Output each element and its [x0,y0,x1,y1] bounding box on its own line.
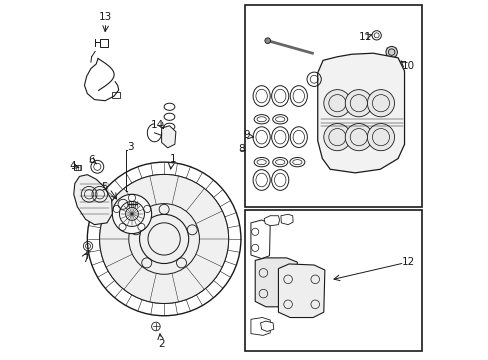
Circle shape [345,90,372,117]
Text: 4: 4 [70,161,76,171]
Text: 8: 8 [238,144,244,154]
Circle shape [323,123,350,151]
Text: 10: 10 [402,61,414,71]
Text: 6: 6 [88,156,95,165]
Text: 12: 12 [401,257,415,267]
Circle shape [345,123,372,151]
Bar [244,5,421,207]
Polygon shape [250,318,270,336]
Circle shape [264,38,270,44]
Text: 13: 13 [99,12,112,22]
Text: 11: 11 [358,32,371,42]
Bar [74,165,81,170]
Polygon shape [74,175,112,225]
Text: 9: 9 [243,130,249,140]
Bar [244,210,421,351]
Polygon shape [281,214,292,225]
Text: 7: 7 [82,253,89,264]
Circle shape [323,90,350,117]
Circle shape [366,123,394,151]
Polygon shape [255,258,297,307]
Text: 2: 2 [158,339,164,348]
Text: 5: 5 [101,182,107,192]
Polygon shape [260,321,273,332]
Polygon shape [264,216,279,226]
Text: 3: 3 [126,142,133,152]
Polygon shape [162,126,176,148]
Text: 14: 14 [150,120,163,130]
Circle shape [112,194,151,234]
Polygon shape [100,39,108,47]
Circle shape [366,90,394,117]
Polygon shape [317,53,404,173]
Text: 1: 1 [169,154,176,163]
Polygon shape [250,220,270,258]
Circle shape [100,175,228,303]
Bar [112,93,120,98]
Polygon shape [278,264,324,318]
